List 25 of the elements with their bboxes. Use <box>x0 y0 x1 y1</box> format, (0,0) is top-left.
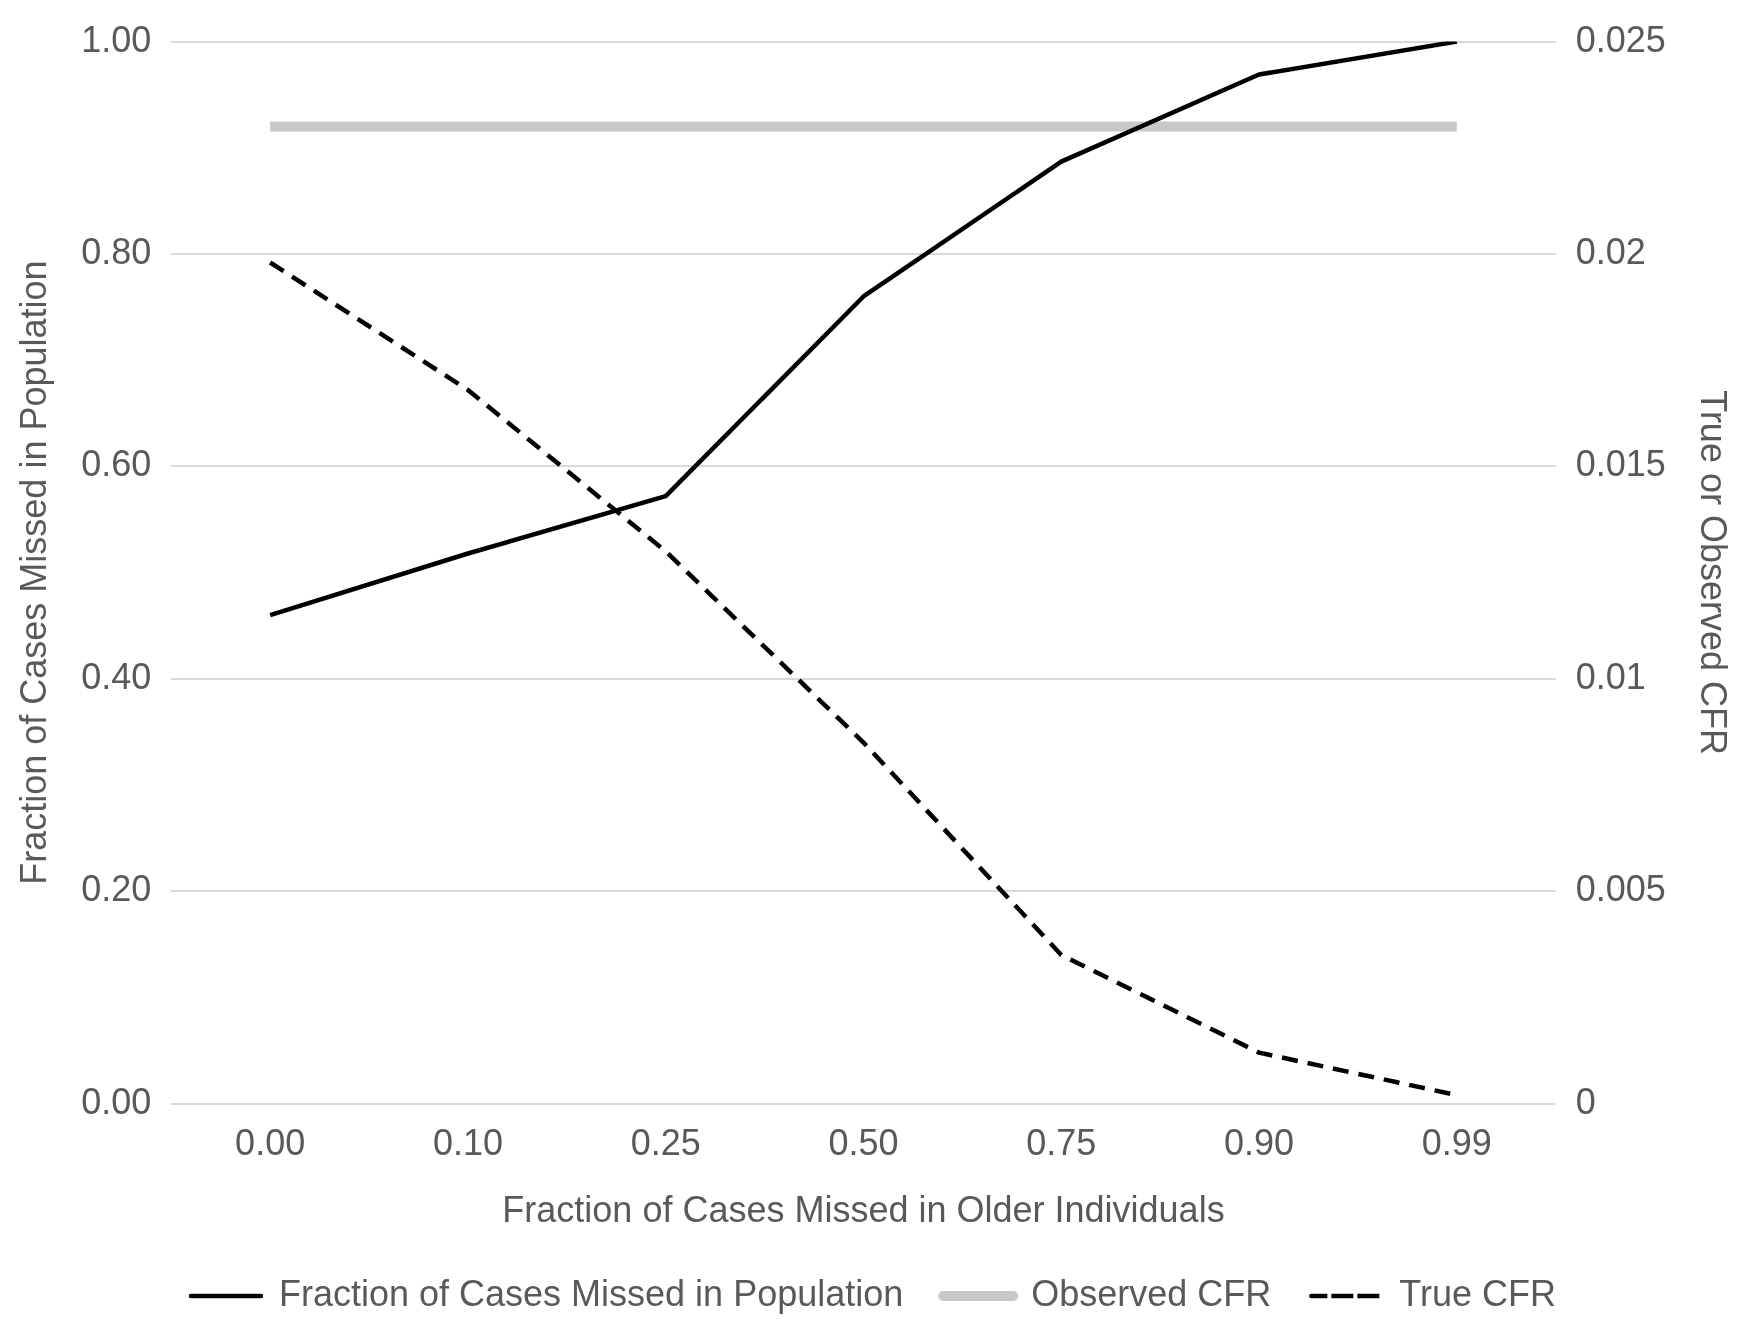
x-tick-label: 0.50 <box>828 1122 899 1164</box>
y2-tick-label: 0.005 <box>1575 868 1666 910</box>
x-tick-label: 0.25 <box>630 1122 701 1164</box>
y2-axis-title: True or Observed CFR <box>1693 390 1735 755</box>
y2-tick-label: 0.02 <box>1575 230 1646 272</box>
y2-tick-label: 0.015 <box>1575 443 1666 485</box>
x-axis-title: Fraction of Cases Missed in Older Individuals <box>502 1189 1225 1231</box>
y2-tick-label: 0.025 <box>1575 18 1666 60</box>
x-tick-label: 0.10 <box>432 1122 503 1164</box>
y-axis-title: Fraction of Cases Missed in Population <box>12 260 54 885</box>
y2-tick-label: 0 <box>1575 1080 1596 1122</box>
y-tick-label: 0.20 <box>81 868 152 910</box>
y-tick-label: 0.00 <box>81 1080 152 1122</box>
y2-tick-label: 0.01 <box>1575 655 1646 697</box>
legend-label: Fraction of Cases Missed in Population <box>278 1272 904 1314</box>
legend-label: Observed CFR <box>1031 1272 1272 1314</box>
y-tick-label: 0.40 <box>81 655 152 697</box>
x-tick-label: 0.99 <box>1421 1122 1492 1164</box>
y-tick-label: 0.60 <box>81 443 152 485</box>
x-tick-label: 0.00 <box>235 1122 306 1164</box>
y-tick-label: 0.80 <box>81 230 152 272</box>
y-tick-label: 1.00 <box>81 18 152 60</box>
x-tick-label: 0.75 <box>1026 1122 1097 1164</box>
x-tick-label: 0.90 <box>1224 1122 1295 1164</box>
legend-label: True CFR <box>1399 1272 1557 1314</box>
